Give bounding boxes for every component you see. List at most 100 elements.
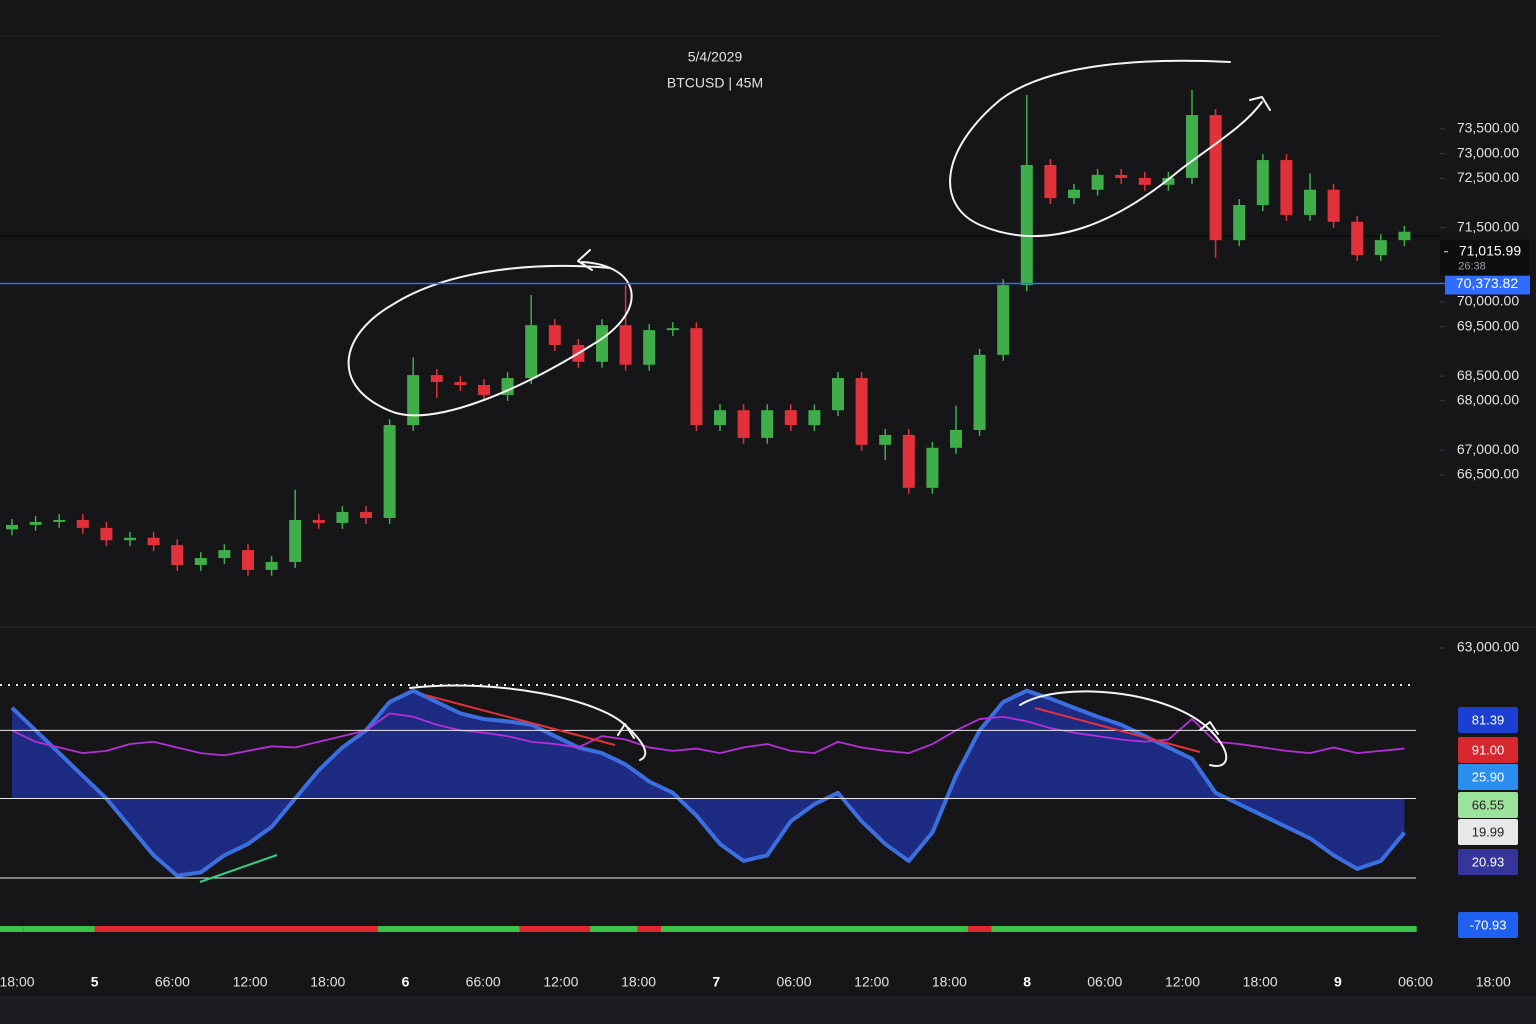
trend-strip	[47, 926, 72, 932]
annotation-arrow	[617, 723, 635, 739]
y-tick-label: 73,500.00	[1457, 120, 1519, 136]
trend-strip	[802, 926, 827, 932]
chart-subtitle: BTCUSD | 45M	[667, 75, 763, 91]
divergence-line	[1034, 707, 1201, 753]
trend-strip	[283, 926, 308, 932]
candle-body	[1327, 189, 1340, 222]
candle-body	[997, 285, 1010, 355]
price-line-label: 70,373.82	[1456, 275, 1518, 291]
y-tick-label: 68,000.00	[1457, 392, 1519, 408]
x-tick-label: 18:00	[1243, 974, 1278, 990]
trend-strip	[189, 926, 214, 932]
candle-body	[194, 558, 207, 565]
candle-body	[171, 545, 184, 565]
candle-body	[1209, 115, 1222, 241]
trend-strip	[1156, 926, 1181, 932]
candle-body	[383, 425, 396, 518]
candle-body	[76, 519, 89, 528]
trend-strip	[1038, 926, 1063, 932]
y-tick-label: 63,000.00	[1457, 639, 1519, 655]
trend-strip	[944, 926, 969, 932]
x-tick-label: 12:00	[854, 974, 889, 990]
trend-strip	[1345, 926, 1370, 932]
trend-strip	[212, 926, 237, 932]
value-badge-label: 91.00	[1472, 742, 1505, 757]
divergence-line	[199, 854, 278, 883]
trend-strip	[755, 926, 780, 932]
trend-strip	[849, 926, 874, 932]
chart-title: 5/4/2029	[688, 49, 743, 65]
trend-strip	[1251, 926, 1276, 932]
annotation-arrow	[577, 249, 593, 271]
countdown: 26:38	[1458, 261, 1486, 273]
x-tick-label: 12:00	[1165, 974, 1200, 990]
candle-body	[1233, 205, 1246, 241]
value-badge-label: -70.93	[1470, 917, 1507, 932]
candle-body	[29, 521, 42, 525]
value-badge	[1458, 764, 1518, 790]
candle-body	[1304, 189, 1316, 215]
trend-strip	[495, 926, 520, 932]
candle-body	[289, 519, 302, 562]
trend-strip	[779, 926, 804, 932]
candle-body	[832, 378, 844, 411]
trend-strip	[543, 926, 568, 932]
trend-strip	[967, 926, 992, 932]
candle-body	[454, 382, 467, 386]
x-tick-label: 18:00	[310, 974, 345, 990]
value-badge-label: 66.55	[1472, 797, 1505, 812]
trend-strip	[566, 926, 591, 932]
candle-body	[147, 537, 160, 546]
candle-body	[596, 325, 608, 362]
trend-strip	[1392, 926, 1417, 932]
candles	[6, 89, 1411, 576]
value-badge	[1458, 819, 1518, 845]
trend-strip	[1321, 926, 1346, 932]
candle-body	[761, 410, 774, 438]
last-price-badge	[1440, 239, 1530, 276]
candle-body	[430, 375, 443, 383]
x-tick-label: 6	[402, 974, 410, 990]
candle-body	[1374, 240, 1387, 255]
trend-strip	[448, 926, 473, 932]
x-tick-label: 9	[1334, 974, 1342, 990]
value-badge-label: 20.93	[1472, 854, 1505, 869]
candle-body	[548, 325, 561, 345]
y-tick-label: 67,000.00	[1457, 441, 1519, 457]
x-tick-label: 18:00	[621, 974, 656, 990]
x-tick-label: 12:00	[543, 974, 578, 990]
trend-strip	[1133, 926, 1158, 932]
candle-body	[1020, 165, 1033, 286]
x-tick-label: 12:00	[233, 974, 268, 990]
annotation-arc	[409, 684, 647, 761]
trend-strip	[637, 926, 662, 932]
trend-strip	[1227, 926, 1252, 932]
candle-body	[1256, 160, 1269, 206]
trend-strip	[1062, 926, 1087, 932]
trend-strip	[991, 926, 1016, 932]
candle-body	[525, 325, 538, 379]
trend-strip	[613, 926, 638, 932]
divergence-line	[424, 694, 616, 746]
value-badge	[1458, 792, 1518, 818]
trend-strip	[590, 926, 615, 932]
x-tick-label: 7	[712, 974, 720, 990]
annotations	[199, 59, 1271, 883]
candle-body	[1186, 115, 1198, 178]
trend-strip	[1298, 926, 1323, 932]
value-badge	[1458, 737, 1518, 763]
y-tick-label: 71,500.00	[1457, 219, 1519, 235]
candle-body	[1068, 189, 1080, 199]
trend-strip	[826, 926, 851, 932]
trend-strip	[354, 926, 379, 932]
annotation-arrow	[1249, 96, 1271, 111]
candle-body	[1138, 177, 1151, 185]
x-tick-label: 18:00	[0, 974, 35, 990]
x-tick-label: 66:00	[466, 974, 501, 990]
trend-strip	[425, 926, 450, 932]
candle-body	[926, 447, 939, 488]
value-badge-label: 81.39	[1472, 712, 1505, 727]
candle-body	[1398, 231, 1411, 241]
trend-strip	[94, 926, 119, 932]
